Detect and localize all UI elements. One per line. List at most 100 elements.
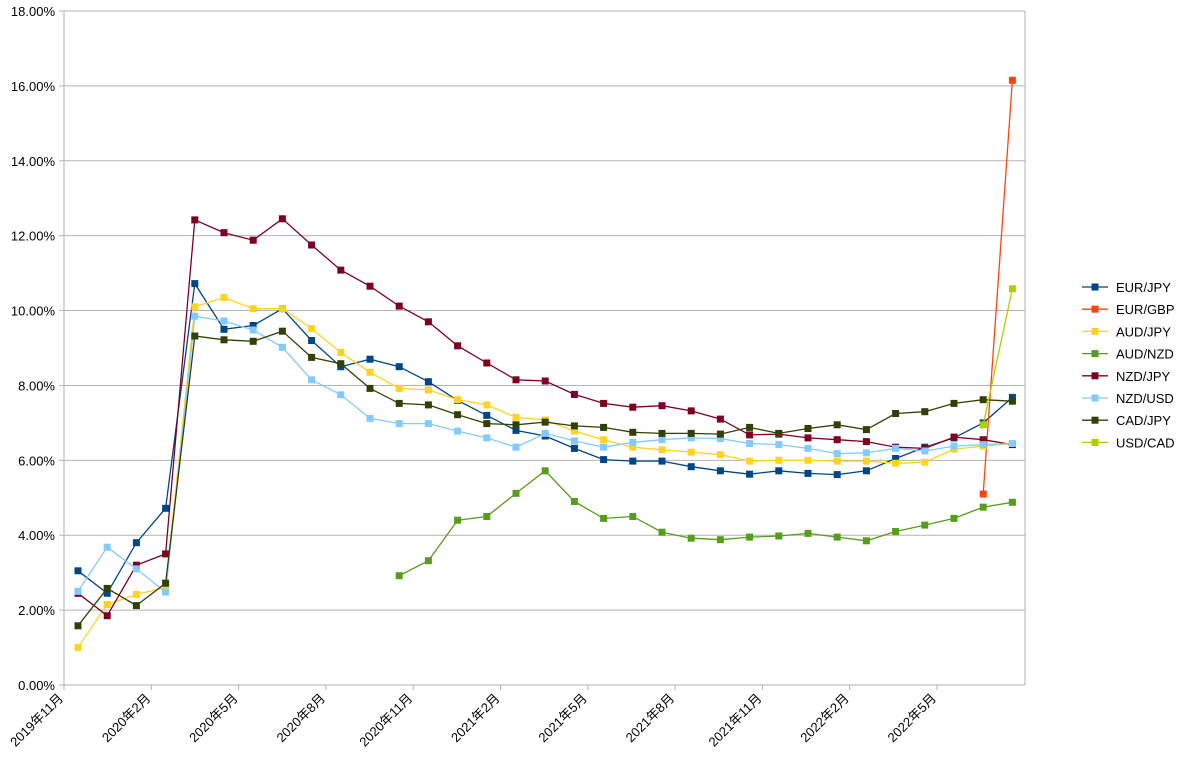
data-point — [979, 503, 987, 511]
data-point — [862, 457, 870, 465]
data-point — [1008, 498, 1016, 506]
data-point — [366, 355, 374, 363]
data-point — [570, 437, 578, 445]
data-point — [512, 443, 520, 451]
series-line — [77, 315, 1013, 594]
data-point — [804, 434, 812, 442]
data-point — [132, 590, 140, 598]
data-point — [308, 337, 316, 344]
data-point — [454, 411, 462, 419]
data-point — [600, 423, 608, 431]
series-usd-cad — [979, 285, 1016, 429]
legend-item: NZD/USD — [1082, 391, 1174, 406]
data-point — [424, 318, 432, 326]
data-point — [687, 407, 695, 415]
data-point — [833, 421, 841, 429]
legend-marker — [1091, 438, 1099, 446]
data-point — [74, 622, 82, 630]
series-line — [398, 469, 1013, 577]
data-point — [950, 442, 958, 450]
data-point — [979, 396, 987, 404]
data-point — [541, 467, 549, 475]
data-point — [395, 302, 403, 310]
legend-label: AUD/JPY — [1116, 324, 1171, 339]
data-point — [1008, 76, 1016, 84]
data-point — [395, 572, 403, 580]
x-tick-label: 2021年2月 — [448, 691, 503, 746]
data-point — [74, 567, 82, 575]
legend-label: CAD/JPY — [1116, 413, 1171, 428]
data-point — [950, 433, 958, 441]
data-point — [541, 429, 549, 437]
data-point — [658, 457, 666, 465]
series-eur-jpy — [74, 280, 1016, 597]
data-point — [424, 386, 432, 394]
data-point — [162, 550, 170, 558]
data-point — [629, 457, 637, 465]
data-point — [862, 449, 870, 457]
data-point — [162, 579, 170, 587]
data-point — [746, 533, 754, 541]
data-point — [775, 441, 783, 449]
legend-label: EUR/GBP — [1116, 302, 1175, 317]
y-tick-label: 18.00% — [11, 4, 56, 19]
data-point — [483, 420, 491, 428]
data-point — [132, 561, 140, 569]
data-point — [395, 363, 403, 371]
legend-marker — [1091, 283, 1099, 291]
data-point — [746, 457, 754, 465]
data-point — [191, 216, 199, 224]
data-point — [862, 537, 870, 545]
legend-item: AUD/JPY — [1082, 324, 1171, 339]
legend-label: EUR/JPY — [1116, 280, 1171, 295]
data-point — [249, 337, 257, 345]
data-point — [658, 528, 666, 536]
data-point — [629, 403, 637, 411]
data-point — [775, 532, 783, 540]
data-point — [833, 436, 841, 444]
legend-item: EUR/GBP — [1082, 302, 1175, 317]
data-point — [512, 376, 520, 384]
series-line — [77, 330, 1013, 627]
data-point — [600, 399, 608, 407]
data-point — [191, 280, 199, 288]
data-point — [862, 426, 870, 434]
data-point — [483, 434, 491, 442]
legend-marker — [1091, 305, 1099, 313]
data-point — [74, 587, 82, 595]
data-point — [278, 215, 286, 223]
data-point — [220, 229, 228, 237]
data-point — [892, 528, 900, 535]
x-tick-label: 2021年8月 — [623, 691, 678, 746]
data-point — [337, 360, 345, 368]
data-point — [862, 467, 870, 475]
series-aud-nzd — [395, 467, 1016, 580]
data-point — [979, 441, 987, 449]
data-point — [103, 589, 111, 597]
data-point — [570, 422, 578, 430]
x-tick-label: 2020年8月 — [273, 691, 328, 746]
data-point — [716, 467, 724, 475]
data-point — [483, 411, 491, 419]
x-tick-label: 2020年11月 — [356, 691, 415, 750]
data-point — [950, 514, 958, 522]
x-tick-label: 2020年2月 — [99, 691, 154, 746]
data-point — [921, 447, 929, 455]
data-point — [629, 513, 637, 520]
legend-item: NZD/JPY — [1082, 369, 1171, 384]
data-point — [454, 396, 462, 404]
data-point — [483, 359, 491, 367]
data-point — [658, 436, 666, 444]
data-point — [775, 467, 783, 475]
data-point — [687, 429, 695, 437]
data-point — [570, 427, 578, 435]
data-point — [337, 266, 345, 274]
series-eur-gbp — [979, 76, 1016, 498]
data-point — [979, 421, 987, 429]
series-cad-jpy — [74, 327, 1016, 630]
data-point — [191, 332, 199, 340]
y-tick-label: 10.00% — [11, 304, 56, 319]
data-point — [746, 440, 754, 447]
data-point — [804, 469, 812, 477]
data-point — [132, 602, 140, 610]
